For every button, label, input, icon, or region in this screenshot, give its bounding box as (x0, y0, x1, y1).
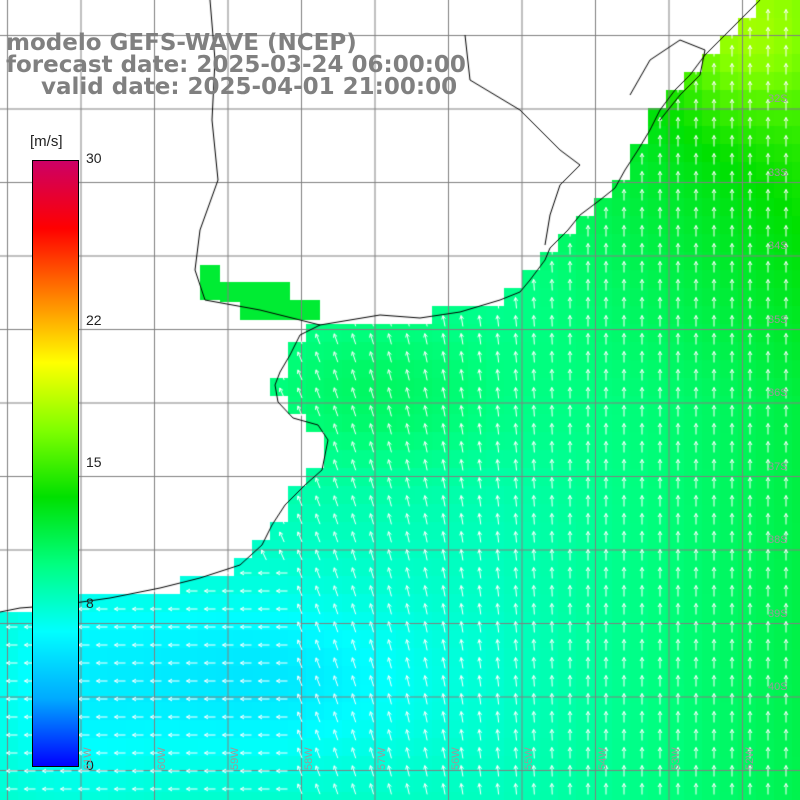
colorbar-tick-label: 15 (86, 453, 102, 470)
colorbar-unit: [m/s] (30, 133, 63, 150)
longitude-label: 59W (229, 747, 241, 770)
latitude-label: 33S (768, 166, 788, 179)
latitude-label: 39S (768, 607, 788, 620)
colorbar-tick-label: 8 (86, 595, 94, 612)
longitude-label: 53W (670, 747, 682, 770)
latitude-label: 37S (768, 460, 788, 473)
latitude-label: 40S (768, 681, 788, 693)
longitude-label: 60W (155, 747, 168, 770)
longitude-label: 55W (523, 747, 535, 770)
colorbar-tick-label: 0 (86, 757, 94, 773)
longitude-label: 52W (743, 747, 756, 770)
forecast-date: forecast date: 2025-03-24 06:00:00 (6, 52, 466, 78)
latitude-label: 32S (768, 93, 788, 105)
colorbar (32, 160, 79, 767)
longitude-label: 56W (449, 747, 462, 770)
latitude-label: 38S (768, 534, 788, 546)
longitude-label: 57W (376, 747, 388, 770)
latitude-label: 36S (768, 387, 788, 399)
colorbar-tick-label: 30 (86, 150, 102, 166)
model-title: modelo GEFS-WAVE (NCEP) (6, 30, 357, 56)
longitude-label: 58W (302, 747, 315, 770)
colorbar-tick-label: 22 (86, 311, 102, 328)
latitude-label: 35S (768, 313, 788, 326)
longitude-label: 61W (82, 747, 94, 770)
valid-date: valid date: 2025-04-01 21:00:00 (41, 74, 458, 100)
latitude-label: 34S (768, 240, 788, 252)
longitude-label: 54W (596, 747, 609, 770)
